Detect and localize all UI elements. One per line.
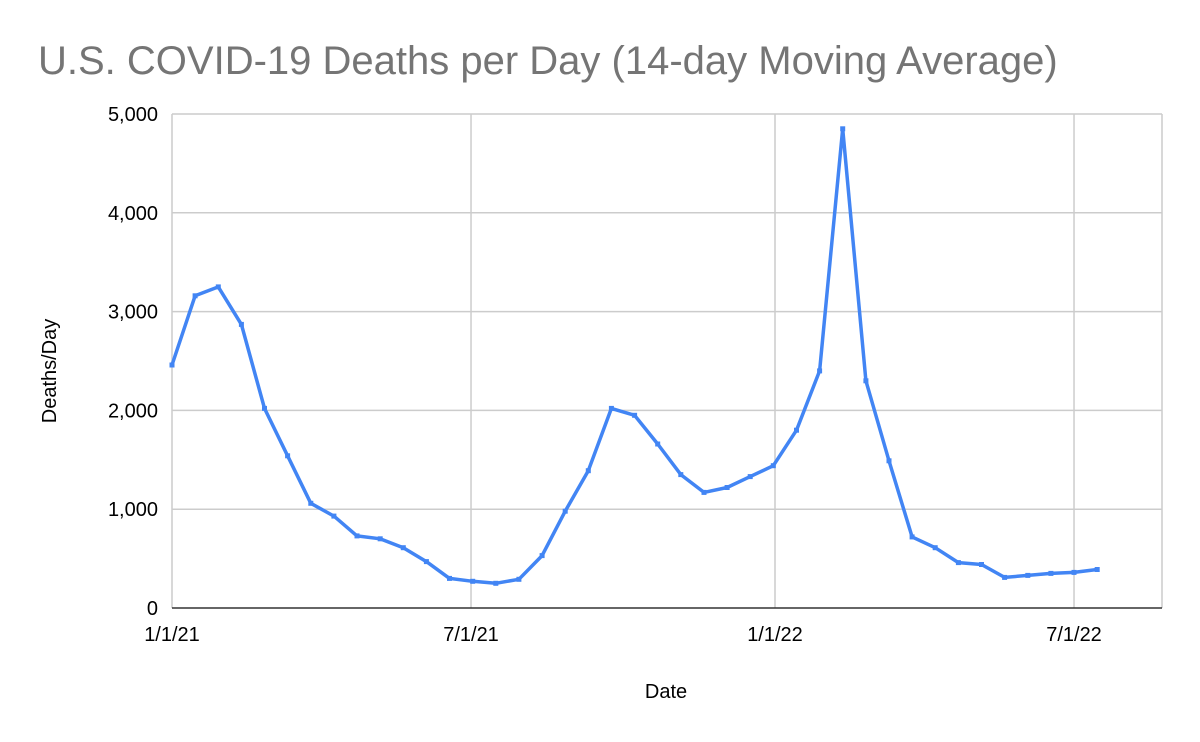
x-tick-label: 7/1/21 (443, 624, 499, 646)
data-point (608, 405, 614, 411)
data-point (1094, 567, 1100, 572)
data-point (747, 474, 753, 480)
y-tick-label: 1,000 (108, 499, 158, 521)
data-point (655, 441, 661, 447)
data-point (562, 508, 568, 514)
data-point (678, 472, 684, 478)
data-point (238, 321, 244, 327)
data-point (262, 405, 267, 411)
x-tick-labels: 1/1/21 7/1/21 1/1/22 7/1/22 (144, 624, 1102, 646)
data-point (701, 489, 707, 495)
data-point (447, 575, 452, 581)
data-point (308, 500, 314, 506)
data-point (493, 580, 499, 586)
y-tick-label: 5,000 (108, 104, 158, 126)
data-point (539, 553, 545, 559)
y-axis-label: Deaths/Day (39, 319, 61, 424)
x-tick-label: 7/1/22 (1046, 624, 1102, 646)
y-tick-label: 2,000 (108, 400, 158, 422)
data-point (770, 463, 776, 469)
data-point (1025, 572, 1031, 578)
x-tick-label: 1/1/22 (747, 624, 803, 646)
data-point (192, 293, 198, 299)
data-point (932, 545, 938, 551)
data-point (516, 576, 522, 582)
data-point (285, 453, 291, 459)
data-point (817, 368, 823, 374)
data-point (423, 559, 429, 565)
data-point (909, 534, 915, 540)
series-layer (169, 126, 1100, 586)
data-point (724, 485, 730, 490)
data-point (215, 284, 221, 290)
data-point (863, 378, 869, 384)
data-point (331, 513, 337, 519)
data-point (1071, 569, 1077, 575)
y-tick-labels: 0 1,000 2,000 3,000 4,000 5,000 (108, 104, 158, 620)
data-point (169, 362, 175, 368)
x-tick-label: 1/1/21 (144, 624, 200, 646)
data-point (354, 533, 360, 539)
data-point (840, 126, 846, 132)
series-line (170, 127, 1099, 586)
data-point (470, 578, 476, 584)
x-axis-label: Date (645, 681, 687, 703)
data-point (886, 458, 892, 464)
data-point (955, 560, 961, 566)
y-tick-label: 4,000 (108, 203, 158, 225)
data-point (794, 427, 799, 433)
y-tick-label: 3,000 (108, 302, 158, 324)
data-point (979, 562, 984, 567)
chart-title: U.S. COVID-19 Deaths per Day (14-day Mov… (38, 39, 1058, 83)
data-point (377, 536, 383, 542)
data-point (1002, 574, 1008, 580)
data-point (400, 545, 406, 551)
data-point (585, 468, 591, 474)
grid-layer (171, 113, 1163, 609)
y-tick-label: 0 (147, 598, 158, 620)
data-point (632, 412, 638, 418)
data-point (1048, 570, 1054, 576)
